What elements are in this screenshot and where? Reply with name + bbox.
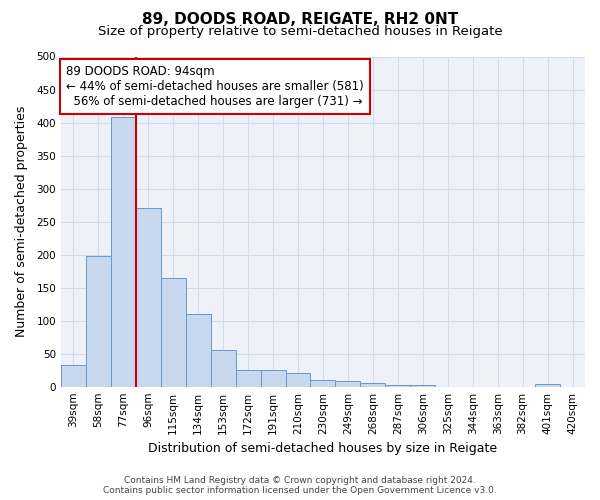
Bar: [136, 208, 161, 386]
Text: Contains HM Land Registry data © Crown copyright and database right 2024.
Contai: Contains HM Land Registry data © Crown c…: [103, 476, 497, 495]
Text: 89, DOODS ROAD, REIGATE, RH2 0NT: 89, DOODS ROAD, REIGATE, RH2 0NT: [142, 12, 458, 28]
Bar: [286, 374, 310, 386]
Bar: [186, 314, 211, 386]
Y-axis label: Number of semi-detached properties: Number of semi-detached properties: [15, 106, 28, 338]
Bar: [211, 350, 236, 386]
X-axis label: Distribution of semi-detached houses by size in Reigate: Distribution of semi-detached houses by …: [148, 442, 497, 455]
Bar: [161, 278, 186, 386]
Bar: [260, 370, 286, 386]
Bar: [61, 365, 86, 386]
Bar: [86, 256, 111, 386]
Text: Size of property relative to semi-detached houses in Reigate: Size of property relative to semi-detach…: [98, 25, 502, 38]
Bar: [335, 382, 361, 386]
Bar: [111, 118, 136, 386]
Text: 89 DOODS ROAD: 94sqm
← 44% of semi-detached houses are smaller (581)
  56% of se: 89 DOODS ROAD: 94sqm ← 44% of semi-detac…: [66, 65, 364, 108]
Bar: [236, 370, 260, 386]
Bar: [535, 384, 560, 386]
Bar: [385, 384, 410, 386]
Bar: [361, 384, 385, 386]
Bar: [310, 380, 335, 386]
